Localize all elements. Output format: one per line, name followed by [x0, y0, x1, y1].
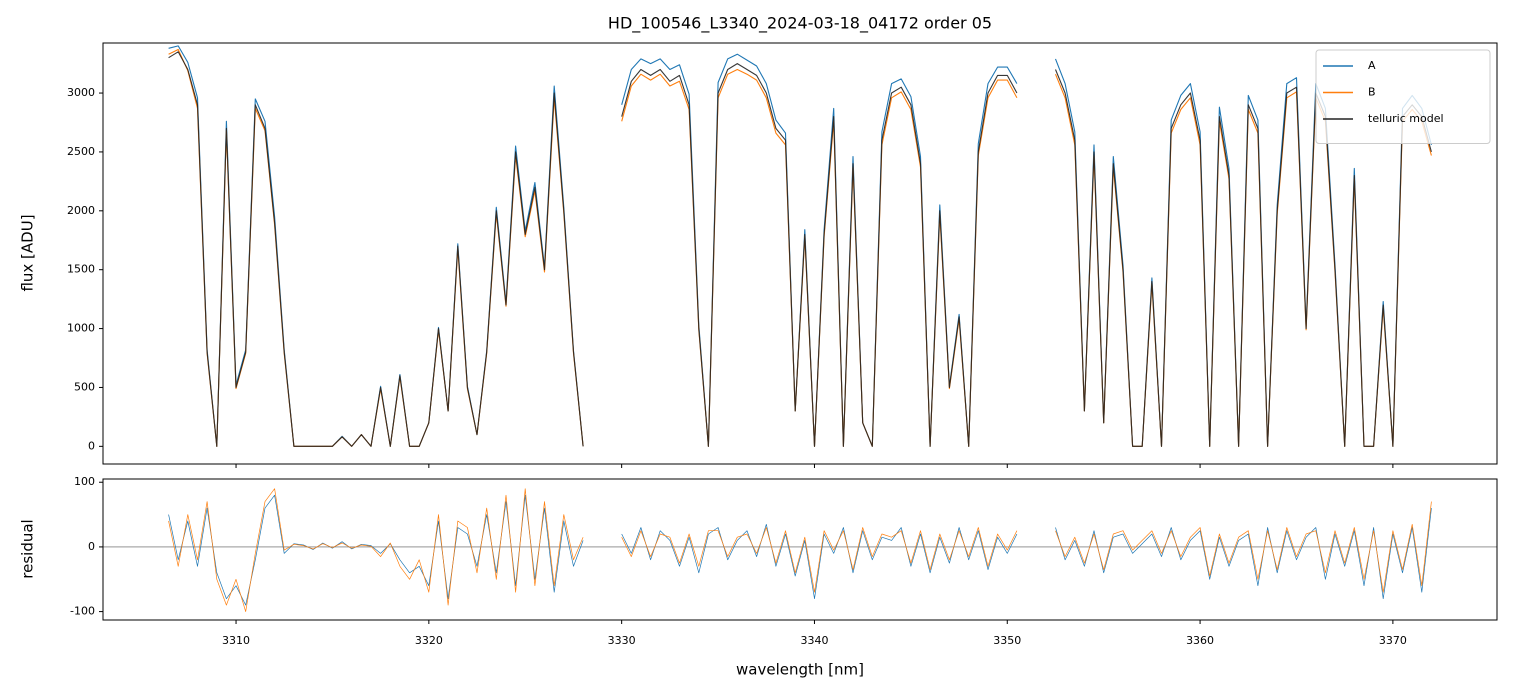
y-axis-label: residual	[19, 519, 37, 578]
y-tick-label: 0	[88, 439, 95, 452]
legend-label: B	[1368, 86, 1376, 99]
series-line	[168, 494, 1432, 606]
y-tick-label: 100	[74, 475, 95, 488]
legend-label: A	[1368, 59, 1376, 72]
legend-box	[1315, 49, 1491, 144]
series-line	[168, 51, 1432, 447]
y-tick-label: -100	[70, 605, 95, 618]
x-tick-label: 3330	[608, 634, 636, 647]
axes-frame	[102, 42, 1498, 465]
x-tick-label: 3310	[222, 634, 250, 647]
y-tick-label: 1000	[67, 322, 95, 335]
x-tick-label: 3350	[993, 634, 1021, 647]
x-tick-label: 3360	[1186, 634, 1214, 647]
y-axis-label: flux [ADU]	[19, 214, 37, 291]
y-tick-label: 500	[74, 380, 95, 393]
axes-frame	[102, 478, 1498, 621]
series-line	[168, 488, 1432, 612]
series-line	[168, 45, 1432, 447]
x-axis-label: wavelength [nm]	[736, 661, 864, 679]
x-tick-label: 3320	[415, 634, 443, 647]
chart-title: HD_100546_L3340_2024-03-18_04172 order 0…	[608, 14, 992, 34]
y-tick-label: 2000	[67, 204, 95, 217]
series-line	[168, 48, 1432, 447]
y-tick-label: 3000	[67, 86, 95, 99]
x-tick-label: 3370	[1379, 634, 1407, 647]
y-tick-label: 0	[88, 540, 95, 553]
y-tick-label: 1500	[67, 263, 95, 276]
x-tick-label: 3340	[800, 634, 828, 647]
legend-label: telluric model	[1368, 112, 1444, 125]
y-tick-label: 2500	[67, 145, 95, 158]
